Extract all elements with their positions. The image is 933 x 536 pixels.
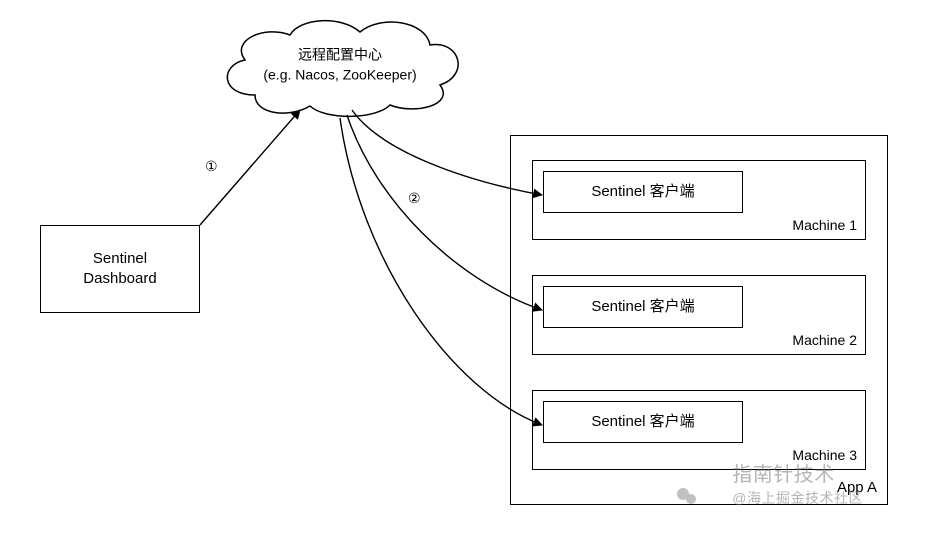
machine-node: Sentinel 客户端 Machine 2 [532, 275, 866, 355]
wechat-icon [675, 485, 699, 509]
client-node: Sentinel 客户端 [543, 401, 743, 443]
cloud-subtitle: (e.g. Nacos, ZooKeeper) [263, 65, 416, 85]
machine-label: Machine 2 [792, 331, 857, 350]
step-label-2: ② [408, 190, 421, 207]
client-label: Sentinel 客户端 [591, 412, 694, 432]
client-label: Sentinel 客户端 [591, 182, 694, 202]
cloud-label: 远程配置中心 (e.g. Nacos, ZooKeeper) [263, 45, 416, 84]
cloud-node: 远程配置中心 (e.g. Nacos, ZooKeeper) [210, 10, 470, 120]
client-label: Sentinel 客户端 [591, 297, 694, 317]
client-node: Sentinel 客户端 [543, 171, 743, 213]
dashboard-node: Sentinel Dashboard [40, 225, 200, 313]
step-label-1: ① [205, 158, 218, 175]
machine-node: Sentinel 客户端 Machine 3 [532, 390, 866, 470]
app-label: App A [837, 478, 877, 498]
machine-label: Machine 3 [792, 446, 857, 465]
machine-label: Machine 1 [792, 216, 857, 235]
client-node: Sentinel 客户端 [543, 286, 743, 328]
dashboard-label: Sentinel Dashboard [83, 249, 156, 290]
cloud-title: 远程配置中心 [263, 45, 416, 65]
machine-node: Sentinel 客户端 Machine 1 [532, 160, 866, 240]
